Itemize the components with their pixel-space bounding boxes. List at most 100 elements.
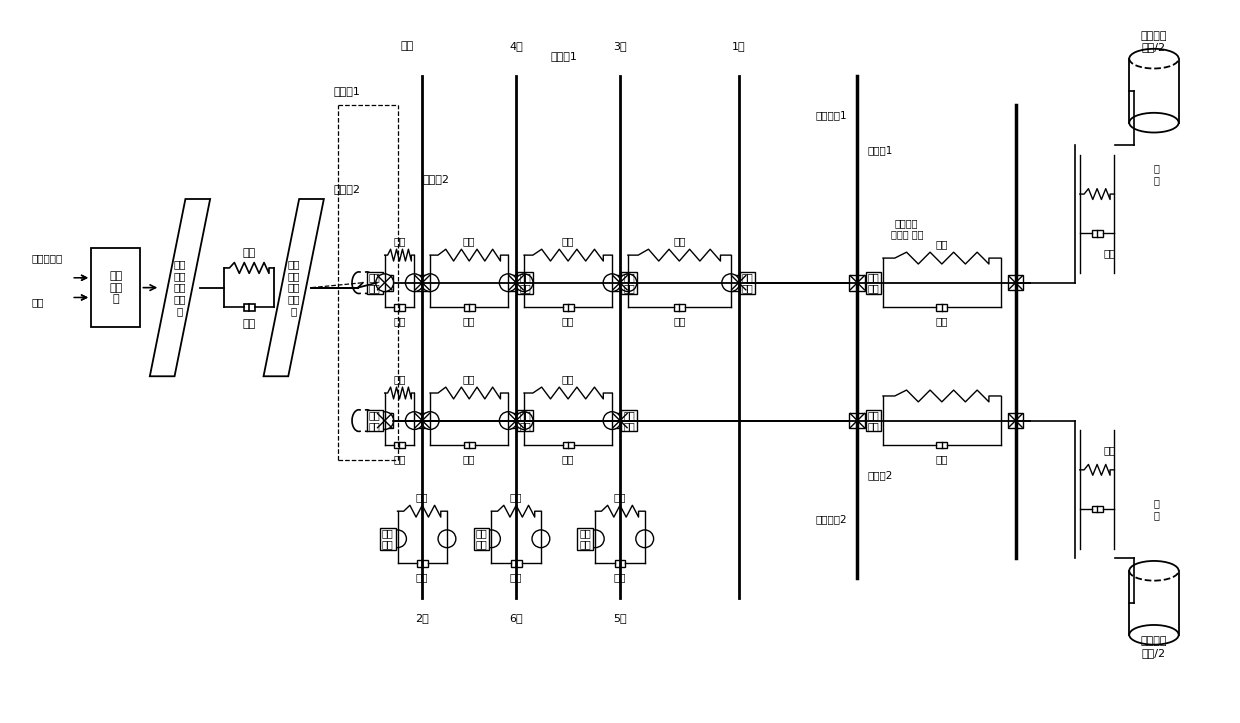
Bar	[377, 413, 393, 429]
Circle shape	[636, 530, 653, 547]
Circle shape	[603, 274, 621, 291]
Text: 等效
惯量: 等效 惯量	[370, 410, 381, 432]
Circle shape	[388, 530, 407, 547]
Bar	[474, 528, 490, 549]
Bar	[394, 442, 405, 448]
Text: 刚度: 刚度	[463, 236, 475, 247]
Bar	[621, 272, 637, 294]
Bar	[613, 413, 627, 429]
Text: 次级
端等
效转
动惯
量: 次级 端等 效转 动惯 量	[288, 260, 300, 316]
Text: 传动轴等
效惯量 刚度: 传动轴等 效惯量 刚度	[890, 218, 923, 239]
Bar	[414, 275, 430, 291]
Circle shape	[438, 530, 456, 547]
Circle shape	[619, 274, 637, 291]
Circle shape	[422, 411, 439, 429]
Text: 输出轴1: 输出轴1	[867, 145, 893, 155]
Bar	[511, 560, 522, 567]
Text: 阻尼: 阻尼	[463, 316, 475, 326]
Text: 半轴: 半轴	[1104, 445, 1116, 455]
Text: 阻尼: 阻尼	[415, 572, 429, 582]
Bar	[739, 272, 755, 294]
Text: 刚度: 刚度	[936, 239, 949, 249]
Text: 2挡: 2挡	[415, 612, 429, 623]
Text: 刚度: 刚度	[614, 492, 626, 502]
Text: 离合器2: 离合器2	[334, 184, 361, 194]
Circle shape	[722, 274, 739, 291]
Text: 刚度: 刚度	[673, 236, 686, 247]
Bar	[517, 272, 533, 294]
Circle shape	[500, 274, 517, 291]
Bar	[517, 410, 533, 432]
Bar	[1091, 506, 1102, 513]
Bar	[578, 528, 593, 549]
Bar	[615, 560, 625, 567]
Text: 主减齿轮1: 主减齿轮1	[816, 111, 847, 120]
Text: 3挡: 3挡	[614, 41, 626, 51]
Text: 刚度: 刚度	[393, 375, 405, 384]
Text: 输入轴2: 输入轴2	[423, 174, 449, 184]
Polygon shape	[264, 199, 324, 376]
Text: 车辆等效
惯量/2: 车辆等效 惯量/2	[1141, 636, 1167, 658]
Circle shape	[587, 530, 604, 547]
Text: 刚度: 刚度	[463, 375, 475, 384]
Bar	[244, 304, 254, 311]
Text: 5挡: 5挡	[614, 612, 626, 623]
Bar	[730, 275, 746, 291]
Circle shape	[422, 274, 439, 291]
Bar	[867, 272, 882, 294]
Bar	[414, 413, 430, 429]
Text: 离合器1: 离合器1	[334, 85, 360, 95]
Text: 等效
惯量: 等效 惯量	[868, 272, 879, 294]
Text: 半轴: 半轴	[1104, 248, 1116, 258]
Text: 刚度: 刚度	[510, 492, 522, 502]
Text: 阻尼: 阻尼	[562, 454, 574, 464]
Text: 阻尼: 阻尼	[614, 572, 626, 582]
Bar	[621, 410, 637, 432]
Bar	[1008, 275, 1023, 290]
Text: 阻尼: 阻尼	[936, 454, 949, 464]
Text: 等效
惯量: 等效 惯量	[520, 272, 531, 294]
Circle shape	[405, 411, 423, 429]
Bar	[849, 413, 866, 429]
Bar	[377, 275, 393, 291]
Text: 刚度: 刚度	[562, 236, 574, 247]
Bar	[464, 304, 475, 311]
Text: 倒挡: 倒挡	[401, 41, 414, 51]
Text: 阻尼: 阻尼	[562, 316, 574, 326]
Text: 阻尼: 阻尼	[243, 319, 255, 329]
Text: 等效
惯量: 等效 惯量	[622, 410, 635, 432]
Bar	[936, 442, 947, 448]
Bar	[508, 275, 525, 291]
Text: 车辆等效
惯量/2: 车辆等效 惯量/2	[1141, 30, 1167, 52]
Text: 输入轴1: 输入轴1	[551, 51, 578, 61]
Circle shape	[500, 411, 517, 429]
Text: 刚度: 刚度	[243, 248, 255, 258]
Bar	[867, 410, 882, 432]
Text: 等效
惯量: 等效 惯量	[382, 528, 393, 549]
Text: 等效
惯量: 等效 惯量	[742, 272, 754, 294]
Text: 阻尼: 阻尼	[463, 454, 475, 464]
Text: 主减齿轮2: 主减齿轮2	[816, 514, 847, 524]
Text: 等效
惯量: 等效 惯量	[868, 410, 879, 432]
Bar	[563, 442, 574, 448]
Bar	[379, 528, 396, 549]
Circle shape	[603, 411, 621, 429]
Text: 等效
惯量: 等效 惯量	[520, 410, 531, 432]
Bar	[508, 413, 525, 429]
Text: 等效
惯量: 等效 惯量	[370, 272, 381, 294]
Bar	[563, 304, 574, 311]
Text: 阻尼: 阻尼	[393, 454, 405, 464]
Text: 4挡: 4挡	[510, 41, 523, 51]
Text: 转速: 转速	[32, 297, 45, 307]
Circle shape	[405, 274, 423, 291]
Bar	[1008, 414, 1023, 428]
Text: 阻尼: 阻尼	[393, 316, 405, 326]
Text: 6挡: 6挡	[510, 612, 523, 623]
Text: 发动
机模
型: 发动 机模 型	[109, 271, 123, 304]
Bar	[936, 304, 947, 311]
Text: 等效
惯量: 等效 惯量	[476, 528, 487, 549]
Bar	[849, 275, 866, 291]
Text: 等效
惯量: 等效 惯量	[622, 272, 635, 294]
Text: 阻尼: 阻尼	[936, 316, 949, 326]
Circle shape	[515, 411, 533, 429]
